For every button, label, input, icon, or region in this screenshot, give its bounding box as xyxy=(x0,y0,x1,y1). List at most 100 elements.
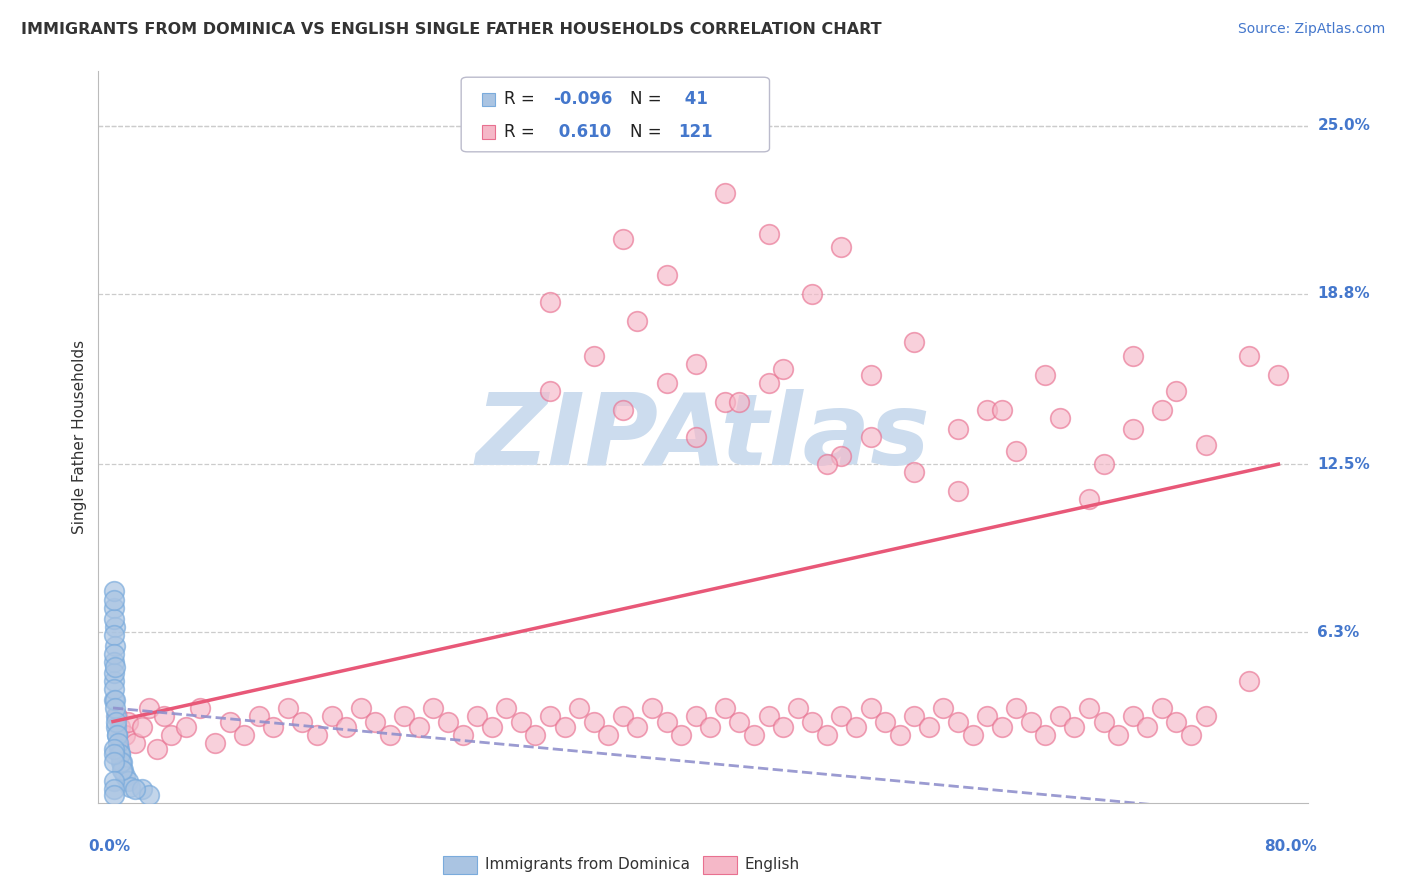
Point xyxy=(1005,701,1028,715)
Point xyxy=(582,349,605,363)
Point xyxy=(859,430,882,444)
Point xyxy=(105,728,128,742)
Text: IMMIGRANTS FROM DOMINICA VS ENGLISH SINGLE FATHER HOUSEHOLDS CORRELATION CHART: IMMIGRANTS FROM DOMINICA VS ENGLISH SING… xyxy=(21,22,882,37)
Point xyxy=(104,660,127,674)
Point xyxy=(495,701,517,715)
Point xyxy=(1092,457,1115,471)
Point xyxy=(728,714,751,729)
Text: 6.3%: 6.3% xyxy=(1317,624,1360,640)
Point xyxy=(554,720,576,734)
Point xyxy=(103,665,125,680)
Point xyxy=(758,227,780,241)
Point xyxy=(111,755,134,769)
Y-axis label: Single Father Households: Single Father Households xyxy=(72,340,87,534)
Point xyxy=(1019,714,1042,729)
Point xyxy=(655,376,678,390)
Point xyxy=(524,728,547,742)
Point xyxy=(859,701,882,715)
Text: 121: 121 xyxy=(679,123,713,141)
Point xyxy=(612,403,634,417)
Point xyxy=(120,780,142,794)
Point xyxy=(103,741,125,756)
Text: R =: R = xyxy=(505,123,540,141)
Point xyxy=(103,774,125,789)
Point xyxy=(262,720,284,734)
Point xyxy=(394,709,416,723)
Point xyxy=(103,655,125,669)
Point xyxy=(114,728,136,742)
Point xyxy=(138,701,160,715)
Point xyxy=(105,720,128,734)
Point xyxy=(685,430,707,444)
Point xyxy=(145,741,167,756)
Point xyxy=(1239,673,1261,688)
Point xyxy=(103,611,125,625)
Point xyxy=(153,709,176,723)
Point xyxy=(685,709,707,723)
Point xyxy=(277,701,299,715)
Point xyxy=(104,709,127,723)
Point xyxy=(117,774,139,789)
Point xyxy=(538,294,561,309)
Text: -0.096: -0.096 xyxy=(553,90,612,108)
Point xyxy=(859,368,882,382)
Text: 18.8%: 18.8% xyxy=(1317,286,1369,301)
Point xyxy=(612,709,634,723)
Text: 0.610: 0.610 xyxy=(553,123,612,141)
Point xyxy=(124,736,146,750)
Point xyxy=(103,681,125,696)
Point xyxy=(105,709,128,723)
Point xyxy=(801,286,824,301)
Text: 25.0%: 25.0% xyxy=(1317,118,1369,133)
Point xyxy=(103,693,125,707)
Point xyxy=(786,701,808,715)
Point xyxy=(626,720,648,734)
Point xyxy=(422,701,444,715)
Point xyxy=(714,701,737,715)
Point xyxy=(1005,443,1028,458)
Point xyxy=(103,788,125,802)
Point xyxy=(509,714,531,729)
Point xyxy=(538,384,561,398)
Point xyxy=(641,701,664,715)
Text: Source: ZipAtlas.com: Source: ZipAtlas.com xyxy=(1237,22,1385,37)
Point xyxy=(110,755,132,769)
Point xyxy=(875,714,897,729)
Point xyxy=(437,714,460,729)
FancyBboxPatch shape xyxy=(443,856,477,874)
Point xyxy=(1063,720,1085,734)
Point xyxy=(103,600,125,615)
Point xyxy=(946,422,969,436)
Point xyxy=(112,764,135,778)
Point xyxy=(758,709,780,723)
Point xyxy=(1033,728,1056,742)
Point xyxy=(108,741,131,756)
FancyBboxPatch shape xyxy=(482,93,495,106)
Point xyxy=(1122,709,1144,723)
Point xyxy=(103,747,125,761)
Point xyxy=(1180,728,1202,742)
Point xyxy=(107,736,129,750)
Point xyxy=(114,769,136,783)
Point xyxy=(1078,701,1101,715)
Point xyxy=(481,720,503,734)
Text: R =: R = xyxy=(505,90,540,108)
Point xyxy=(946,714,969,729)
Point xyxy=(103,755,125,769)
Point xyxy=(889,728,911,742)
Point xyxy=(976,403,998,417)
Point xyxy=(110,720,132,734)
Point xyxy=(932,701,955,715)
Point xyxy=(408,720,430,734)
Point xyxy=(465,709,488,723)
Point xyxy=(105,728,128,742)
Point xyxy=(108,747,131,761)
Point xyxy=(976,709,998,723)
Point xyxy=(103,782,125,797)
Point xyxy=(1107,728,1129,742)
Text: 12.5%: 12.5% xyxy=(1317,457,1369,472)
Text: N =: N = xyxy=(630,90,666,108)
Point xyxy=(1078,492,1101,507)
Point xyxy=(103,673,125,688)
Point xyxy=(728,395,751,409)
